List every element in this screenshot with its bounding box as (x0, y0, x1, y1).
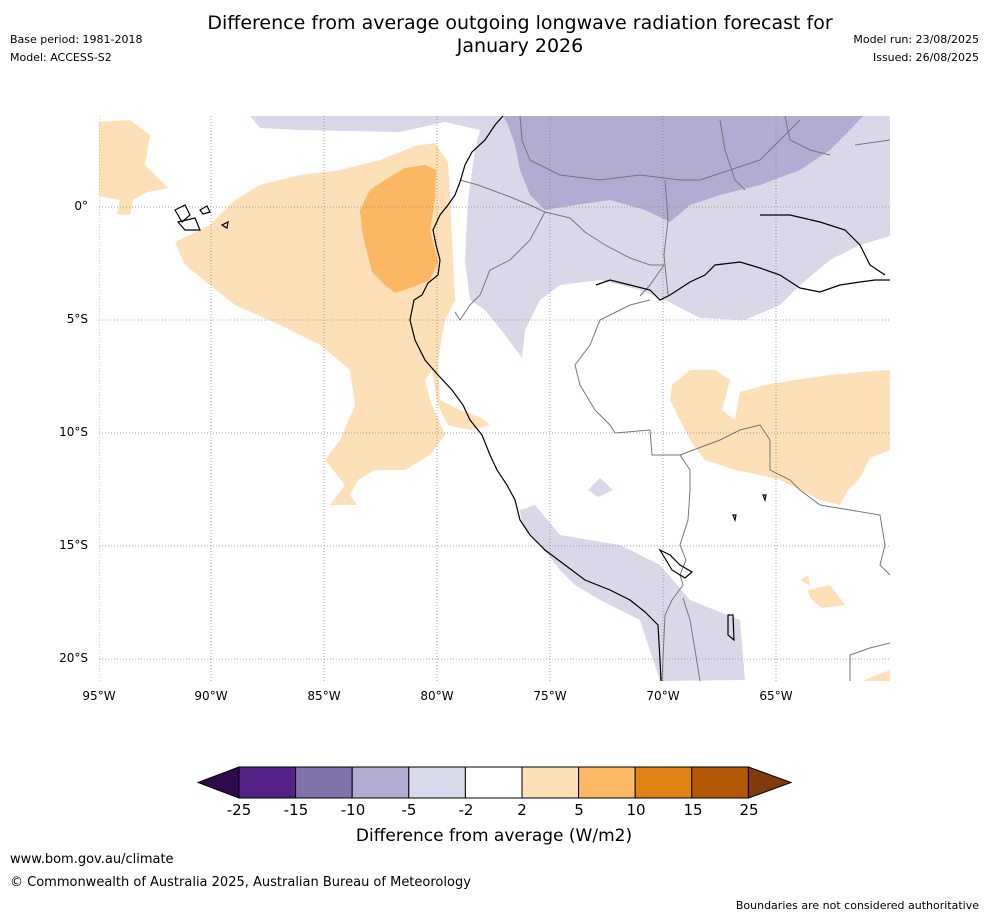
anomaly-light-orange-east (670, 370, 890, 505)
cb-tick: -10 (340, 801, 366, 819)
colorbar-swatch (464, 766, 523, 799)
forecast-map (99, 116, 890, 681)
footer-copyright: © Commonwealth of Australia 2025, Austra… (10, 875, 471, 890)
model-name: Model: ACCESS-S2 (10, 51, 112, 64)
chart-title: Difference from average outgoing longwav… (0, 12, 988, 58)
title-line-1: Difference from average outgoing longwav… (207, 12, 833, 34)
cb-tick: 15 (683, 801, 703, 819)
anomaly-light-orange-small (808, 585, 845, 608)
lon-label-75w: 75°W (533, 689, 567, 703)
lon-label-70w: 70°W (646, 689, 680, 703)
lon-label-95w: 95°W (82, 689, 116, 703)
cb-tick: -5 (401, 801, 417, 819)
colorbar (196, 766, 793, 799)
colorbar-swatch (408, 766, 466, 799)
footer-url: www.bom.gov.au/climate (10, 852, 174, 867)
colorbar-swatch (634, 766, 693, 799)
colorbar-swatch (238, 766, 297, 799)
colorbar-swatch (351, 766, 410, 799)
colorbar-swatch (578, 766, 636, 799)
model-run: Model run: 23/08/2025 (853, 33, 979, 46)
lon-label-85w: 85°W (307, 689, 341, 703)
cb-tick: -2 (458, 801, 474, 819)
anomaly-medium-purple (503, 116, 863, 222)
lat-label-10s: 10°S (59, 425, 88, 439)
lat-label-5s: 5°S (66, 312, 88, 326)
colorbar-swatch (295, 766, 353, 799)
lon-label-90w: 90°W (194, 689, 228, 703)
map-gridlines (99, 116, 890, 681)
title-line-2: January 2026 (456, 35, 584, 57)
anomaly-orange (360, 165, 438, 293)
lon-label-80w: 80°W (420, 689, 454, 703)
meta-right: Model run: 23/08/2025 Issued: 26/08/2025 (853, 31, 979, 67)
cb-tick: 2 (517, 801, 527, 819)
colorbar-extension-max (747, 766, 793, 799)
colorbar-swatch (691, 766, 749, 799)
meta-left: Base period: 1981-2018 Model: ACCESS-S2 (10, 31, 142, 67)
coastlines (174, 116, 890, 681)
base-period: Base period: 1981-2018 (10, 33, 143, 46)
anomaly-light-orange-corner (862, 670, 890, 681)
colorbar-extension-min (196, 766, 240, 799)
anomaly-light-purple-south (520, 505, 745, 681)
cb-tick: -25 (226, 801, 252, 819)
lat-label-20s: 20°S (59, 651, 88, 665)
colorbar-title: Difference from average (W/m2) (355, 826, 633, 846)
cb-tick: -15 (283, 801, 309, 819)
cb-tick: 25 (739, 801, 759, 819)
lat-label-0: 0° (74, 199, 88, 213)
colorbar-swatch (521, 766, 580, 799)
anomaly-light-purple-patch (588, 478, 613, 497)
anomaly-light-orange-dot (800, 575, 810, 586)
country-boundaries (454, 116, 890, 681)
footer-note: Boundaries are not considered authoritat… (735, 899, 979, 912)
cb-tick: 10 (626, 801, 646, 819)
lat-label-15s: 15°S (59, 538, 88, 552)
issued-date: Issued: 26/08/2025 (872, 51, 979, 64)
anomaly-light-orange-west (99, 120, 168, 215)
cb-tick: 5 (574, 801, 584, 819)
lon-label-65w: 65°W (759, 689, 793, 703)
